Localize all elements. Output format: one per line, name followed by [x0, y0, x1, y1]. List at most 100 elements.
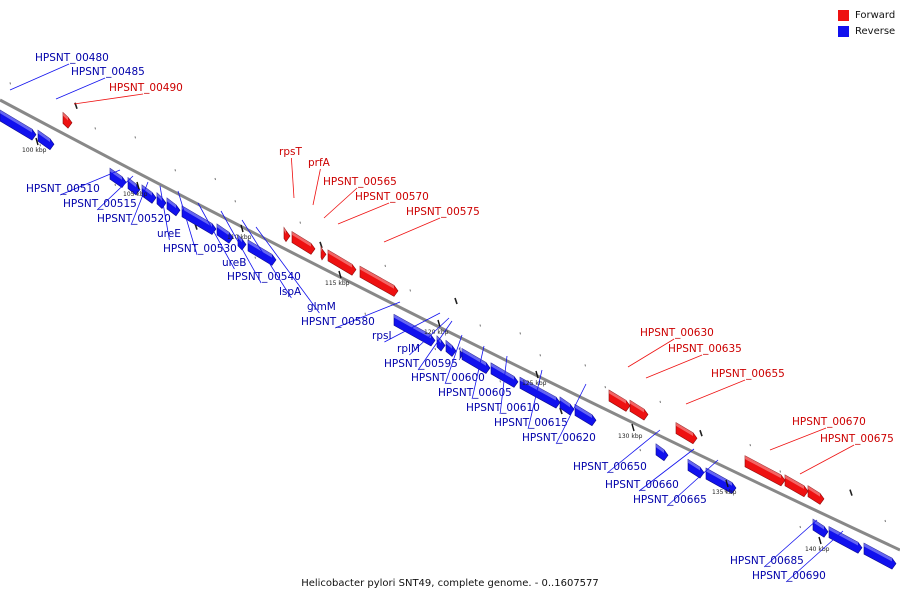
gene-block-hpsnt-00665	[705, 467, 737, 494]
legend-item-forward: Forward	[838, 8, 895, 23]
leader-line-hpsnt-00690	[785, 530, 844, 583]
gene-highlight	[328, 249, 352, 268]
gene-highlight	[38, 130, 50, 142]
tick-mark	[659, 400, 661, 403]
gene-label-ureb: ureB	[222, 257, 246, 269]
tick-mark	[134, 136, 136, 139]
gene-highlight	[0, 110, 32, 133]
scale-tick	[631, 423, 635, 432]
tick-mark	[409, 289, 411, 292]
gene-highlight	[745, 455, 781, 479]
leader-line-hpsnt-00565	[323, 187, 358, 219]
scale-tick	[338, 270, 342, 279]
gene-highlight	[491, 362, 514, 380]
leader-line-hpsnt-00655	[685, 379, 746, 405]
gene-block-prfa	[291, 231, 316, 255]
gene-features	[0, 109, 897, 570]
gene-label-hpsnt-00570: HPSNT_00570	[355, 191, 429, 203]
tick-mark	[434, 347, 436, 351]
leader-line-rpst	[291, 157, 295, 199]
gene-highlight	[785, 474, 804, 490]
scale-label: 140 kbp	[805, 546, 830, 553]
tick-mark	[849, 489, 853, 496]
tick-mark	[639, 449, 641, 452]
gene-block-hpsnt-00690	[828, 526, 863, 554]
gene-label-hpsnt-00610: HPSNT_00610	[466, 402, 540, 414]
leader-line-hpsnt-00630	[627, 338, 675, 368]
leader-line-glmm	[255, 226, 320, 314]
gene-highlight	[128, 177, 136, 188]
leader-line-hpsnt-00515	[96, 175, 134, 211]
tick-mark	[9, 82, 11, 85]
scale-label: 130 kbp	[618, 433, 643, 440]
leader-line-hpsnt-00610	[499, 355, 508, 415]
gene-highlight	[63, 112, 68, 121]
gene-highlight	[688, 459, 700, 471]
tick-mark	[39, 144, 41, 147]
tick-mark	[604, 385, 606, 389]
tick-mark	[499, 380, 501, 383]
leader-line-hpsnt-00570	[337, 202, 390, 225]
gene-label-hpsnt-00635: HPSNT_00635	[668, 343, 742, 355]
gene-block-hpsnt-00690	[863, 542, 897, 570]
gene-highlight	[575, 404, 592, 419]
gene-label-hpsnt-00655: HPSNT_00655	[711, 368, 785, 380]
gene-label-hpsnt-00580: HPSNT_00580	[301, 316, 375, 328]
tick-mark	[174, 169, 176, 172]
gene-label-uree: ureE	[157, 228, 181, 240]
gene-highlight	[560, 397, 570, 408]
gene-label-hpsnt-00540: HPSNT_00540	[227, 271, 301, 283]
leader-line-rpsi	[384, 312, 441, 343]
leader-line-hpsnt-00540	[220, 210, 262, 284]
gene-highlight	[706, 468, 732, 486]
tick-mark	[94, 127, 96, 130]
gene-highlight	[110, 168, 122, 180]
tick-mark	[699, 429, 703, 437]
leader-line-hpsnt-00670	[769, 427, 827, 451]
gene-block-hpsnt-00515	[127, 177, 141, 196]
gene-block-rpst	[283, 226, 291, 243]
leader-line-hpsnt-00520	[130, 181, 149, 226]
leader-line-hpsnt-00620	[555, 383, 587, 445]
scale-tick	[240, 224, 244, 233]
leader-line-hpsnt-00485	[55, 77, 106, 100]
leader-line-hpsnt-00650	[606, 429, 661, 474]
scale-label: 120 kbp	[424, 329, 449, 336]
leader-line-hpsnt-00660	[638, 448, 695, 492]
gene-block-hpsnt-00570	[327, 249, 357, 276]
gene-block-hpsnt-00635	[629, 399, 649, 421]
leader-line-hpsnt-00575	[383, 217, 441, 243]
gene-highlight	[813, 519, 824, 530]
gene-block-hpsnt-00540	[237, 234, 247, 251]
gene-label-hpsnt-00660: HPSNT_00660	[605, 479, 679, 491]
gene-highlight	[520, 377, 556, 401]
leader-line-prfa	[312, 168, 321, 206]
gene-block-hpsnt-00575	[359, 265, 399, 297]
legend-swatch-reverse	[838, 26, 849, 37]
tick-mark	[114, 183, 116, 186]
leader-line-lspa	[241, 219, 292, 299]
gene-highlight	[217, 223, 229, 236]
gene-highlight	[459, 347, 460, 353]
tick-mark	[584, 364, 586, 367]
gene-label-rpsi: rpsI	[372, 330, 392, 342]
gene-block-hpsnt-00620	[574, 403, 597, 427]
gene-block-hpsnt-00520	[141, 184, 157, 204]
gene-highlight	[630, 400, 644, 413]
tick-mark	[749, 444, 751, 447]
gene-label-rplm: rplM	[397, 343, 420, 355]
tick-mark	[234, 200, 236, 203]
gene-label-hpsnt-00620: HPSNT_00620	[522, 432, 596, 444]
genome-backbone	[0, 98, 900, 552]
gene-block-hpsnt-00580	[393, 313, 436, 347]
gene-block-hpsnt-00660	[687, 458, 705, 479]
tick-mark	[479, 324, 481, 327]
legend-label-reverse: Reverse	[855, 26, 896, 37]
gene-highlight	[864, 543, 892, 562]
tick-mark	[254, 256, 256, 259]
gene-block-rplm	[445, 339, 457, 357]
leader-line-hpsnt-00480	[9, 63, 70, 91]
tick-mark	[724, 490, 726, 493]
tick-mark	[559, 407, 563, 415]
gene-highlight	[182, 205, 212, 227]
